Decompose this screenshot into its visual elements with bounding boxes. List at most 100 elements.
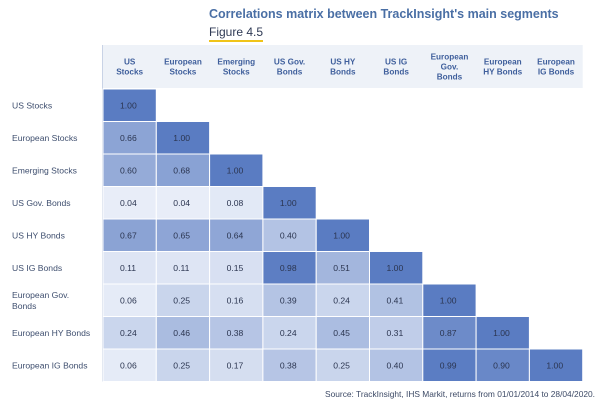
heatmap-cell xyxy=(102,348,157,382)
cell-value-label: 1.00 xyxy=(493,328,510,338)
heatmap-cell xyxy=(422,283,477,317)
cell-value-label: 0.38 xyxy=(280,360,297,370)
cell-value-label: 0.68 xyxy=(173,165,190,175)
cell-value-label: 0.04 xyxy=(173,198,190,208)
column-header-label: European xyxy=(484,58,522,67)
cell-value-label: 0.65 xyxy=(173,230,190,240)
heatmap-cell xyxy=(475,348,530,382)
row-header-label: European Gov. xyxy=(12,290,69,300)
cell-value-label: 0.25 xyxy=(173,295,190,305)
cell-value-label: 0.87 xyxy=(440,328,457,338)
column-header-label: Stocks xyxy=(116,68,143,77)
cell-value-label: 0.98 xyxy=(280,263,297,273)
cell-value-label: 0.66 xyxy=(120,133,137,143)
column-header-label: US HY xyxy=(330,58,356,67)
cell-value-label: 1.00 xyxy=(546,360,563,370)
row-header-label: European Stocks xyxy=(12,133,77,143)
row-header-label: European IG Bonds xyxy=(12,360,88,370)
cell-value-label: 0.08 xyxy=(227,198,244,208)
heatmap-cell xyxy=(155,218,211,252)
heatmap-cell xyxy=(209,153,264,187)
cell-value-label: 0.15 xyxy=(227,263,244,273)
figure-label: Figure 4.5 xyxy=(209,25,264,42)
column-header-label: Stocks xyxy=(223,68,250,77)
cell-value-label: 0.16 xyxy=(227,295,244,305)
heatmap-cell xyxy=(369,316,424,350)
cell-value-label: 0.31 xyxy=(387,328,404,338)
heatmap-cell xyxy=(102,186,157,220)
heatmap-cell xyxy=(102,316,157,350)
cell-value-label: 0.46 xyxy=(173,328,190,338)
row-header-label: US Stocks xyxy=(12,100,52,110)
heatmap-cell xyxy=(528,348,584,382)
cell-value-label: 0.11 xyxy=(173,263,189,273)
heatmap-cell xyxy=(315,316,371,350)
cell-value-label: 0.67 xyxy=(120,230,137,240)
heatmap-cell xyxy=(102,251,157,285)
cell-value-label: 0.41 xyxy=(387,295,404,305)
column-header-label: US IG xyxy=(385,58,407,67)
cell-value-label: 0.99 xyxy=(440,360,457,370)
row-headers: US Stocks European Stocks Emerging Stocks U… xyxy=(12,100,90,370)
heatmap-cell xyxy=(262,283,317,317)
heatmap-cell xyxy=(155,316,211,350)
row-header-label: US HY Bonds xyxy=(12,230,65,240)
cell-value-label: 0.24 xyxy=(280,328,297,338)
cell-value-label: 1.00 xyxy=(440,295,457,305)
heatmap-cell xyxy=(209,316,264,350)
row-header-label: US Gov. Bonds xyxy=(12,198,71,208)
heatmap-cell xyxy=(155,121,211,155)
column-header-label: Stocks xyxy=(170,68,197,77)
heatmap-cells: 1.00 0.66 1.00 0.60 0.68 1.00 0.04 0.04 0.08 1.00… xyxy=(102,88,584,382)
cell-value-label: 0.04 xyxy=(120,198,137,208)
cell-value-label: 0.25 xyxy=(333,360,350,370)
row-header-label: Bonds xyxy=(12,301,36,311)
cell-value-label: 1.00 xyxy=(333,230,350,240)
column-header-label: Gov. xyxy=(441,63,459,72)
cell-value-label: 0.39 xyxy=(280,295,297,305)
row-header-label: Emerging Stocks xyxy=(12,165,77,175)
cell-value-label: 0.11 xyxy=(120,263,136,273)
cell-value-label: 1.00 xyxy=(120,100,137,110)
column-header-label: Bonds xyxy=(277,68,303,77)
cell-value-label: 0.25 xyxy=(173,360,190,370)
cell-value-label: 1.00 xyxy=(227,165,244,175)
column-header-label: European xyxy=(164,58,202,67)
heatmap-cell xyxy=(315,218,371,252)
cell-value-label: 0.38 xyxy=(227,328,244,338)
cell-value-label: 0.60 xyxy=(120,165,137,175)
column-header-band xyxy=(102,45,583,382)
heatmap-cell xyxy=(209,283,264,317)
heatmap-cell xyxy=(262,186,317,220)
column-header-label: US xyxy=(124,58,136,67)
cell-value-label: 0.06 xyxy=(120,295,137,305)
column-header-label: IG Bonds xyxy=(538,68,575,77)
cell-value-label: 0.90 xyxy=(493,360,510,370)
cell-value-label: 1.00 xyxy=(280,198,297,208)
heatmap-cell xyxy=(155,186,211,220)
heatmap-cell xyxy=(369,251,424,285)
cell-value-label: 0.17 xyxy=(227,360,244,370)
source-note: Source: TrackInsight, IHS Markit, return… xyxy=(325,389,595,399)
heatmap-cell xyxy=(155,283,211,317)
cell-value-label: 0.06 xyxy=(120,360,137,370)
column-header-label: Bonds xyxy=(383,68,409,77)
heatmap-cell xyxy=(102,218,157,252)
chart-title: Correlations matrix between TrackInsight… xyxy=(209,7,559,21)
cell-value-label: 0.40 xyxy=(280,230,297,240)
column-header-label: European xyxy=(431,53,469,62)
column-header-label: US Gov. xyxy=(274,58,305,67)
column-header-label: Bonds xyxy=(330,68,356,77)
header-background xyxy=(103,45,583,88)
column-header-label: Bonds xyxy=(437,73,463,82)
heatmap-cell xyxy=(475,316,530,350)
column-header-label: Emerging xyxy=(217,58,255,67)
cell-value-label: 0.40 xyxy=(387,360,404,370)
heatmap-cell xyxy=(369,283,424,317)
column-header-label: European xyxy=(537,58,575,67)
cell-value-label: 1.00 xyxy=(387,263,404,273)
cell-value-label: 0.45 xyxy=(333,328,350,338)
row-header-label: European HY Bonds xyxy=(12,328,90,338)
